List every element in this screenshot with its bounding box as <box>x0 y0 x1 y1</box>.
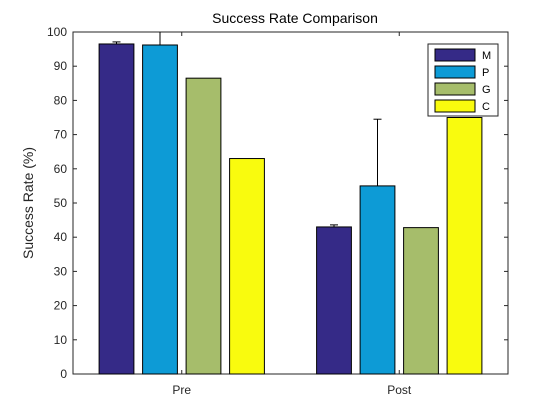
y-tick-label: 0 <box>60 367 67 381</box>
bar-G-Pre <box>185 77 222 375</box>
legend-label-P: P <box>482 67 489 79</box>
y-tick-label: 50 <box>54 196 68 210</box>
y-tick-label: 40 <box>54 230 68 244</box>
y-tick-label: 30 <box>54 264 68 278</box>
bar-M-Pre <box>98 43 135 375</box>
x-tick-label: Post <box>387 383 412 397</box>
bar-M-Post <box>316 226 352 375</box>
y-tick-label: 10 <box>54 333 68 347</box>
legend-swatch-G <box>434 82 476 96</box>
legend-swatch-C <box>434 99 476 113</box>
bar-P-Post <box>359 185 396 375</box>
y-axis-label: Success Rate (%) <box>20 147 36 259</box>
legend-swatch-M <box>434 48 476 62</box>
y-tick-label: 80 <box>54 93 68 107</box>
y-tick-label: 100 <box>47 25 67 39</box>
legend-label-M: M <box>482 50 491 62</box>
bar-C-Post <box>446 117 483 375</box>
y-tick-label: 20 <box>54 299 68 313</box>
bar-P-Pre <box>142 44 178 375</box>
legend-label-G: G <box>482 84 491 96</box>
bar-C-Pre <box>229 158 265 375</box>
legend-label-C: C <box>482 101 490 113</box>
x-tick-label: Pre <box>172 383 191 397</box>
legend-swatch-P <box>434 65 476 79</box>
y-tick-label: 60 <box>54 162 68 176</box>
y-tick-label: 70 <box>54 128 68 142</box>
y-tick-label: 90 <box>54 59 68 73</box>
bar-G-Post <box>403 227 439 375</box>
chart-title: Success Rate Comparison <box>212 10 378 26</box>
